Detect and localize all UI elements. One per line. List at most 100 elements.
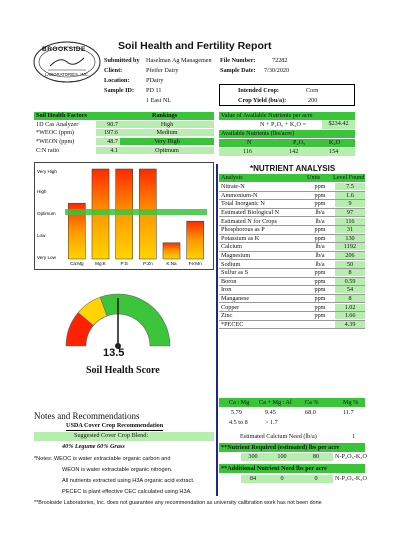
gauge-segment [99, 293, 171, 347]
gauge [58, 284, 178, 354]
nutrient-units: ppm [314, 191, 326, 199]
avail-nutrients-label: Available Nutrients (lbs/acre) [221, 130, 295, 137]
soil-health-row: *WEOC (ppm) 197.6 Medium [34, 129, 214, 138]
crop-yield-label: Crop Yield (bu/a): [238, 97, 287, 104]
ratio-col-camg: Ca : Mg [229, 399, 250, 406]
ratio-tick-label: P:S [120, 261, 127, 266]
nutrient-name: *PECEC [221, 320, 244, 328]
nutrient-level: 1192 [335, 243, 365, 251]
soil-health-row: C:N ratio 4.1 Optimum [34, 146, 214, 155]
intended-crop-label: Intended Crop: [238, 87, 279, 94]
additional-n: 84 [241, 475, 265, 483]
sample-id-value-2: 1 East NL [146, 97, 172, 104]
col-level: Level Found [333, 174, 365, 181]
nutrient-name: Iron [221, 286, 232, 294]
sample-id-label: Sample ID: [104, 87, 135, 94]
nutrient-required-label: **Nutrient Required (estimated) lbs per … [221, 444, 340, 451]
required-n: 300 [241, 453, 265, 461]
factor-rank: Very High [120, 137, 214, 145]
submitted-by-value: Haselman Ag Managemen [146, 57, 212, 64]
cover-crop-blend-value: 40% Legume 60% Grass [62, 443, 125, 450]
soil-health-factors-label: Soil Health Factors [36, 112, 87, 119]
nutrient-level: 0.59 [335, 277, 365, 285]
nutrient-units: lb/a [315, 260, 325, 268]
logo: BROOKSIDE LABORATORIES, INC. [32, 40, 102, 84]
ratio-camgal-range: > 1.7 [265, 419, 278, 426]
nutrient-row: Zinc ppm 1.66 [219, 312, 365, 321]
col-units: Units [307, 174, 321, 181]
ratio-col-ca-pct: Ca % [305, 399, 319, 406]
file-number-label: File Number: [220, 57, 256, 64]
level-label: Very Low [37, 255, 57, 260]
val-k2o: 154 [329, 148, 339, 155]
ratio-chart-svg: Very Low Low Optimum High Very High Ca:Mg Mg:K… [37, 168, 207, 266]
nutrient-row: Magnesium lb/a 206 [219, 252, 365, 261]
nutrient-units: ppm [314, 269, 326, 277]
client-label: Client: [104, 67, 123, 74]
soil-health-header: Soil Health Factors Rankings [34, 112, 214, 120]
nutrient-name: Copper [221, 303, 240, 311]
usda-recommendation-label: USDA Cover Crop Recommendation [66, 422, 164, 431]
ratio-bar [186, 220, 204, 260]
required-k: 80 [299, 453, 333, 461]
logo-text-bottom: LABORATORIES, INC. [45, 72, 90, 77]
avail-values-row: 116 142 154 [219, 148, 355, 156]
soil-health-score-label: Soil Health Score [86, 365, 160, 376]
nutrient-row: Estimated Biological N lb/a 97 [219, 209, 365, 218]
nutrient-required-header: **Nutrient Required (estimated) lbs per … [219, 443, 365, 452]
ratio-bar [68, 202, 86, 260]
note-line-1: *Notes: WEOC is water extractable organi… [34, 456, 171, 462]
gauge-svg [65, 293, 171, 349]
nutrient-level: 206 [335, 252, 365, 260]
nutrient-name: Sulfur as S [221, 269, 249, 277]
nutrient-name: Estimated Biological N [221, 209, 280, 217]
soil-health-score-value: 13.5 [103, 347, 125, 359]
col-n: N [247, 139, 252, 146]
nutrient-level: 1.02 [335, 303, 365, 311]
soil-health-row: *WEON (ppm) 48.7 Very High [34, 137, 214, 146]
factor-rank: High [120, 120, 214, 128]
ratio-tick-label: Fe:Mn [189, 261, 202, 266]
nutrient-level: 4.39 [335, 320, 365, 328]
nutrient-level: 31 [335, 226, 365, 234]
ratio-tick-label: Mg:K [95, 261, 107, 266]
factor-name: *WEOC (ppm) [36, 129, 74, 137]
nutrient-name: Manganese [221, 295, 250, 303]
location-label: Location: [104, 77, 130, 84]
nutrient-name: Boron [221, 277, 237, 285]
cover-crop-blend-label: Suggested Cover Crop Blend: [74, 432, 149, 439]
factor-value: 90.7 [96, 120, 120, 128]
nutrient-name: Phosphorous as P [221, 226, 265, 234]
val-p2o5: 142 [289, 148, 299, 155]
nutrient-name: Calcium [221, 243, 242, 251]
ratio-camg-value: 5.79 [231, 409, 242, 416]
ratio-col-mg-pct: Mg % [343, 399, 359, 406]
factor-value: 4.1 [96, 146, 120, 154]
calcium-need-value: 1 [352, 433, 356, 440]
footer-disclaimer: **Brookside Laboratories, Inc. does not … [34, 500, 322, 506]
additional-k: 0 [299, 475, 333, 483]
nutrient-name: Magnesium [221, 252, 251, 260]
crop-box: Intended Crop: Corn Crop Yield (bu/a): 2… [219, 84, 355, 106]
nutrient-level: 8 [335, 295, 365, 303]
nutrient-name: Total Inorganic N [221, 200, 265, 208]
sample-date-label: Sample Date: [220, 67, 256, 74]
nutrient-units: ppm [314, 277, 326, 285]
nutrient-units: ppm [314, 183, 326, 191]
nutrient-name: Nitrate-N [221, 183, 245, 191]
nutrient-row: Boron ppm 0.59 [219, 277, 365, 287]
crop-yield-value: 200 [308, 97, 318, 104]
additional-need-row: 84 0 0 N-P₂O₅-K₂O [219, 475, 367, 484]
nutrient-level: 7.5 [335, 183, 365, 191]
val-n: 116 [243, 148, 253, 155]
nutrient-row: *PECEC 4.39 [219, 320, 365, 330]
factor-rank: Medium [120, 129, 214, 137]
nutrient-name: Zinc [221, 312, 233, 320]
col-analysis: Analysis [221, 174, 243, 181]
level-label: Very High [37, 169, 57, 174]
notes-title: Notes and Recommendations [34, 411, 140, 421]
nutrient-row: Nitrate-N ppm 7.5 [219, 183, 365, 192]
additional-suffix: N-P₂O₅-K₂O [335, 475, 367, 482]
nutrient-level: 9 [335, 200, 365, 208]
nutrient-row: Sulfur as S ppm 8 [219, 269, 365, 278]
